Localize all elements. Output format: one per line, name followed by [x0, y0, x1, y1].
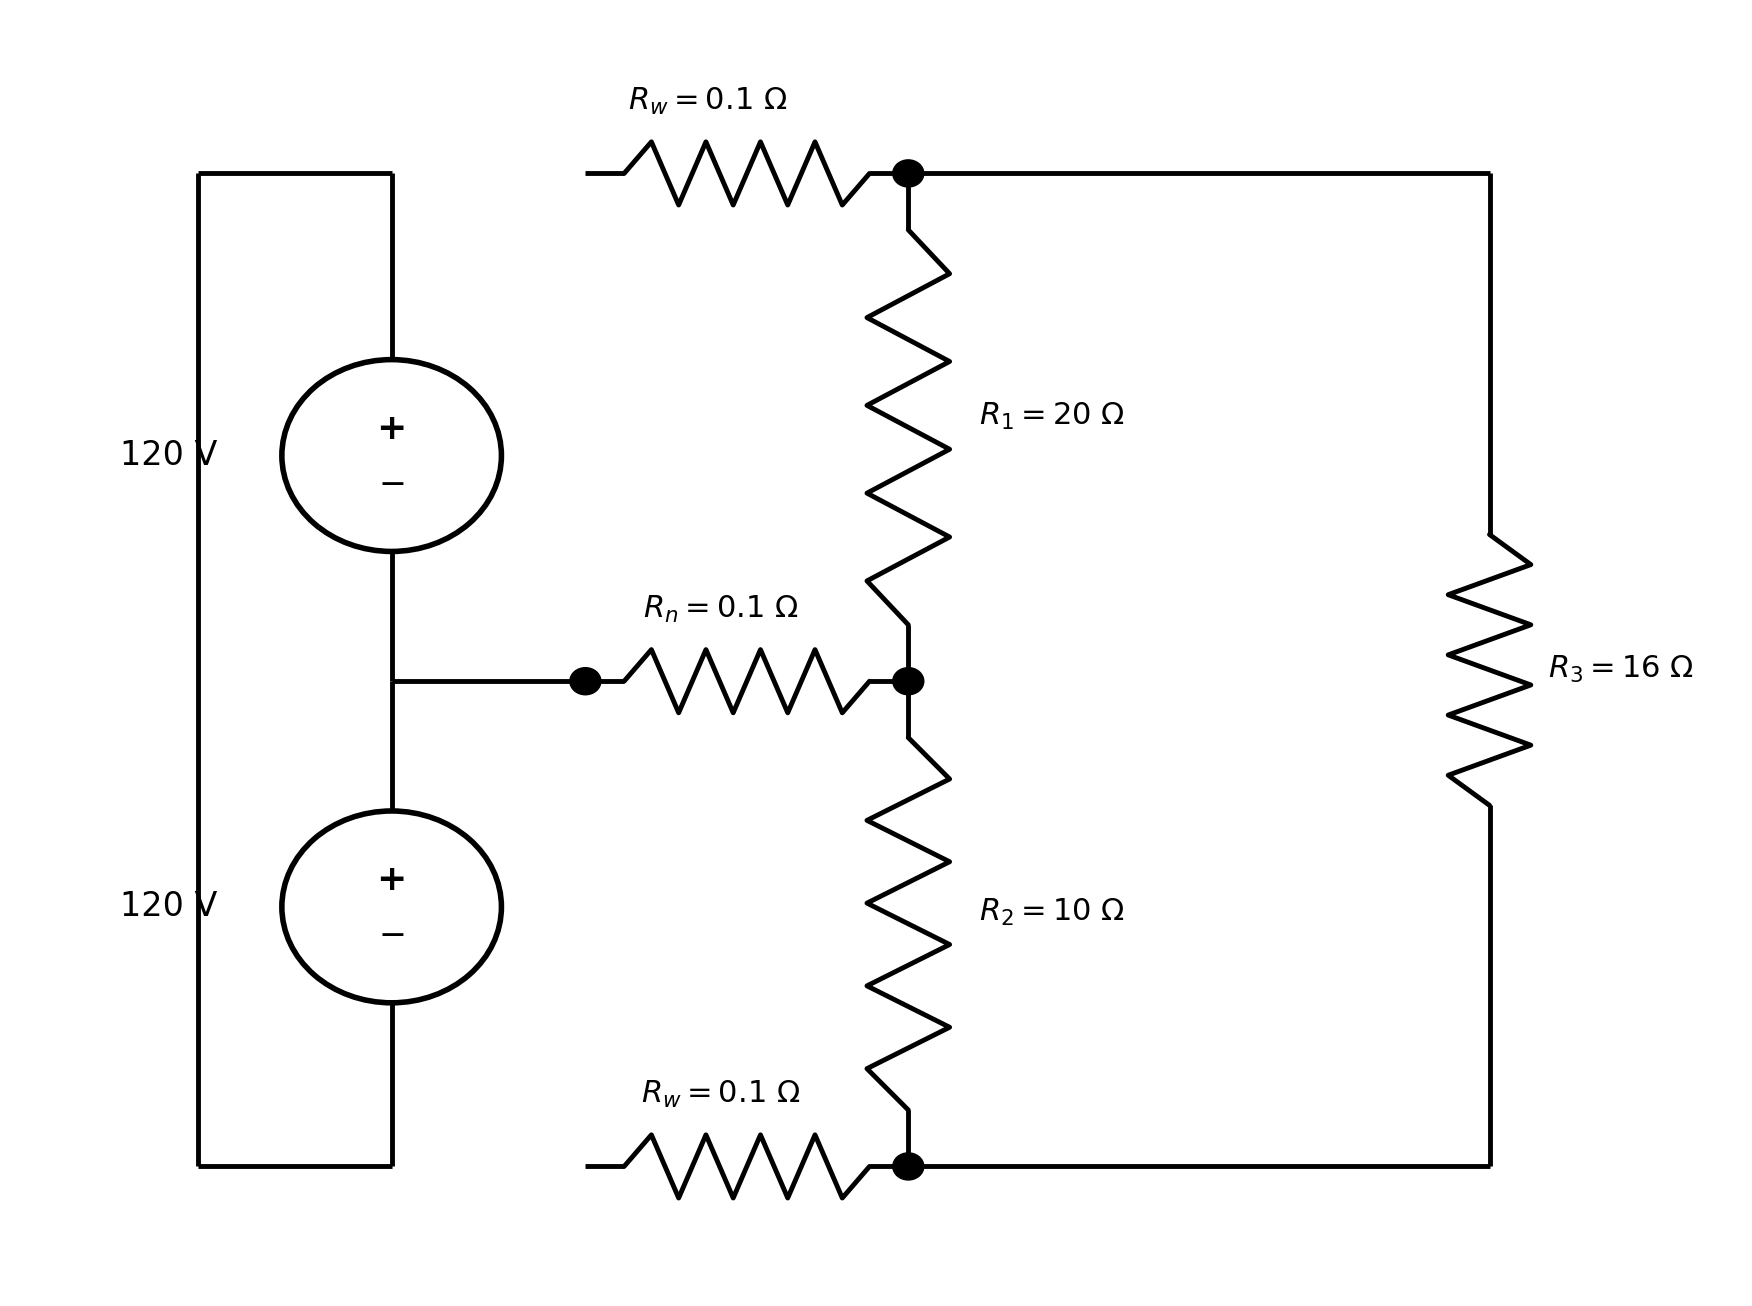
Text: $R_2 = 10\ \Omega$: $R_2 = 10\ \Omega$ — [979, 897, 1125, 929]
Text: $-$: $-$ — [378, 466, 405, 499]
Text: $R_3 = 16\ \Omega$: $R_3 = 16\ \Omega$ — [1547, 654, 1694, 686]
Text: 120 V: 120 V — [119, 439, 217, 471]
Text: +: + — [377, 863, 406, 897]
Circle shape — [894, 1153, 923, 1179]
Text: +: + — [377, 411, 406, 445]
Circle shape — [894, 667, 923, 695]
Text: $R_1 = 20\ \Omega$: $R_1 = 20\ \Omega$ — [979, 401, 1125, 431]
Text: $R_w = 0.1\ \Omega$: $R_w = 0.1\ \Omega$ — [629, 86, 788, 118]
Text: $-$: $-$ — [378, 917, 405, 951]
Circle shape — [569, 667, 601, 695]
Text: $R_w = 0.1\ \Omega$: $R_w = 0.1\ \Omega$ — [641, 1079, 801, 1110]
Text: $R_n = 0.1\ \Omega$: $R_n = 0.1\ \Omega$ — [643, 594, 799, 624]
Text: 120 V: 120 V — [119, 891, 217, 923]
Circle shape — [894, 159, 923, 187]
